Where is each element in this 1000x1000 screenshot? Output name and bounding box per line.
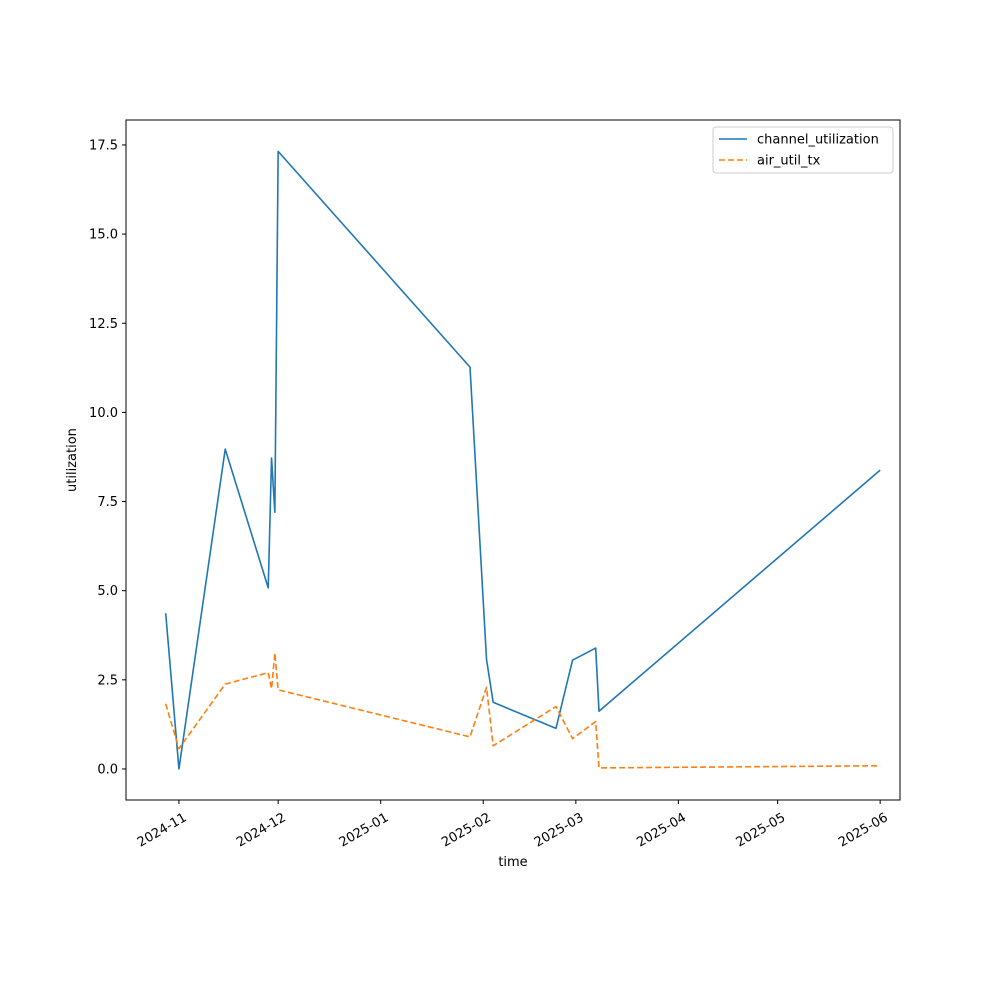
x-axis-label: time bbox=[498, 855, 527, 870]
y-tick-label: 15.0 bbox=[89, 228, 118, 243]
legend-entry: channel_utilization bbox=[757, 133, 879, 148]
plot-frame bbox=[125, 119, 901, 801]
y-tick-label: 0.0 bbox=[97, 762, 118, 777]
legend-box bbox=[712, 126, 894, 174]
y-tick-label: 17.5 bbox=[89, 138, 118, 153]
y-tick-label: 7.5 bbox=[97, 495, 118, 510]
y-tick-label: 2.5 bbox=[97, 673, 118, 688]
legend: channel_utilization air_util_tx bbox=[712, 126, 894, 174]
y-axis: 0.0 2.5 5.0 7.5 10.0 12.5 15.0 17.5 bbox=[89, 138, 126, 777]
series-layer bbox=[164, 150, 881, 770]
y-tick-label: 5.0 bbox=[97, 584, 118, 599]
y-tick-label: 12.5 bbox=[89, 317, 118, 332]
y-tick-label: 10.0 bbox=[89, 406, 118, 421]
y-axis-label: utilization bbox=[65, 428, 80, 492]
series-line-channel-utilization bbox=[164, 150, 881, 770]
series-line-air-util-tx bbox=[164, 652, 881, 769]
legend-entry: air_util_tx bbox=[757, 154, 821, 169]
